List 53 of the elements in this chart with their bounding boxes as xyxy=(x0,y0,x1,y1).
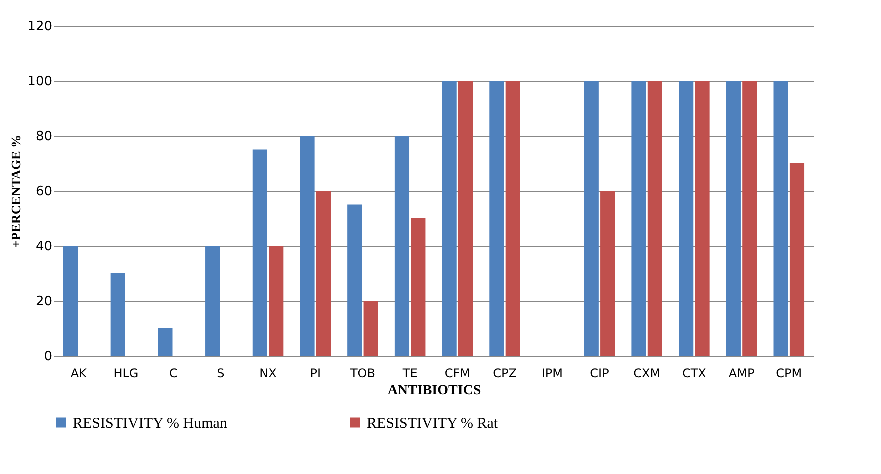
x-tick-label: CPM xyxy=(776,366,802,380)
bar xyxy=(411,218,426,356)
bar xyxy=(206,246,220,356)
bar xyxy=(679,81,694,356)
x-tick-label: TOB xyxy=(349,366,376,380)
x-tick-label: CFM xyxy=(444,366,470,380)
bar xyxy=(269,246,284,356)
bar xyxy=(348,204,362,356)
bar xyxy=(584,81,599,356)
bar xyxy=(458,81,474,356)
x-tick-label: CPZ xyxy=(493,366,517,380)
bar xyxy=(726,81,741,356)
y-tick-label: 100 xyxy=(28,74,52,90)
y-axis-title: +PERCENTAGE % xyxy=(8,135,24,248)
bar xyxy=(790,164,805,356)
bar xyxy=(442,81,457,356)
x-tick-label: CIP xyxy=(590,366,610,380)
x-tick-label: NX xyxy=(260,366,277,380)
bar xyxy=(506,81,520,356)
x-tick-label: HLG xyxy=(114,366,139,380)
bar xyxy=(110,274,126,356)
y-tick-label: 40 xyxy=(36,240,52,254)
bar xyxy=(364,301,378,356)
y-tick-label: 0 xyxy=(44,350,52,364)
x-tick-label: AMP xyxy=(728,366,755,380)
y-tick-label: 60 xyxy=(36,184,52,200)
bar xyxy=(316,191,332,356)
bar xyxy=(63,246,78,356)
x-tick-label: CTX xyxy=(682,366,706,380)
x-tick-label: S xyxy=(217,366,225,380)
x-tick-label: PI xyxy=(310,366,322,380)
y-tick-label: 20 xyxy=(36,294,52,310)
x-tick-label: CXM xyxy=(634,366,661,380)
bar xyxy=(300,136,315,356)
bar xyxy=(774,81,788,356)
bar xyxy=(600,191,616,356)
bar xyxy=(158,328,173,356)
bar xyxy=(742,81,758,356)
bar xyxy=(632,81,646,356)
x-tick-label: TE xyxy=(402,366,418,380)
y-tick-label: 120 xyxy=(28,20,52,34)
x-axis-title: ANTIBIOTICS xyxy=(388,384,482,398)
y-tick-label: 80 xyxy=(36,130,52,144)
legend-label: RESISTIVITY % Rat xyxy=(367,416,499,432)
x-tick-label: AK xyxy=(70,366,88,380)
bar xyxy=(695,81,710,356)
legend-label: RESISTIVITY % Human xyxy=(73,416,228,432)
bar xyxy=(490,81,504,356)
bar xyxy=(648,81,662,356)
bar xyxy=(252,150,268,356)
bar xyxy=(394,136,410,356)
x-tick-label: C xyxy=(169,366,178,380)
x-tick-label: IPM xyxy=(542,366,563,380)
